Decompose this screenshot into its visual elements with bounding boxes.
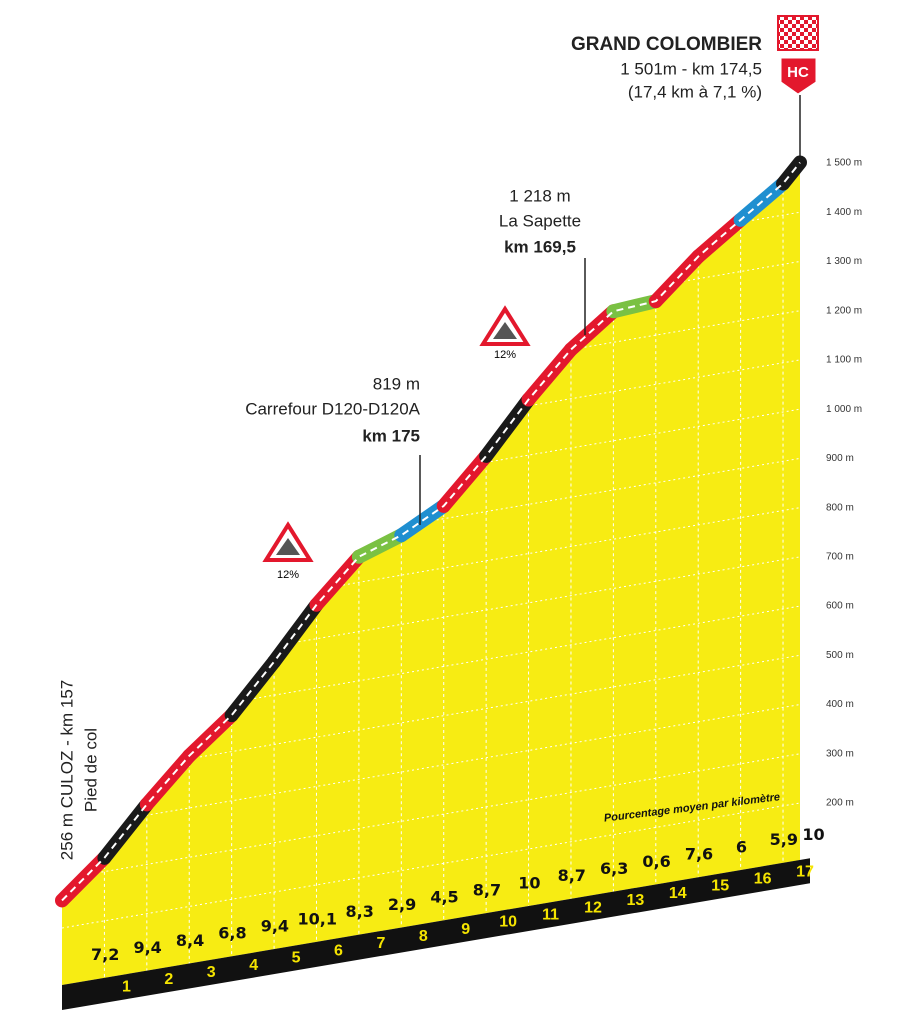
warning-icon xyxy=(276,538,300,555)
start-label: 256 m CULOZ - km 157 xyxy=(57,680,76,860)
km-label: 14 xyxy=(669,885,687,902)
annotation: km 169,5 xyxy=(504,237,576,256)
km-label: 9 xyxy=(461,921,470,938)
gradient-label: 10 xyxy=(802,825,824,844)
km-label: 7 xyxy=(376,935,385,952)
gradient-label: 9,4 xyxy=(261,916,289,935)
gradient-label: 10,1 xyxy=(298,909,337,928)
climb-title: GRAND COLOMBIER xyxy=(571,34,762,55)
warning-icon xyxy=(493,322,517,339)
km-label: 6 xyxy=(334,942,343,959)
y-tick-label: 1 000 m xyxy=(826,404,862,415)
gradient-label: 9,4 xyxy=(133,938,161,957)
climb-subtitle: (17,4 km à 7,1 %) xyxy=(628,82,762,101)
gradient-label: 2,9 xyxy=(388,895,416,914)
km-label: 3 xyxy=(207,964,216,981)
km-band xyxy=(62,858,810,1011)
gradient-label: 7,6 xyxy=(685,845,713,864)
km-label: 5 xyxy=(292,950,301,967)
start-label: Pied de col xyxy=(81,728,100,812)
y-tick-label: 300 m xyxy=(826,748,854,759)
category-badge xyxy=(780,57,817,95)
y-tick-label: 500 m xyxy=(826,650,854,661)
gradient-label: 6,8 xyxy=(218,924,246,943)
warning-label: 12% xyxy=(494,349,516,361)
gradient-segment xyxy=(97,797,154,865)
y-tick-label: 1 400 m xyxy=(826,207,862,218)
elevation-line xyxy=(61,161,801,902)
gradient-label: 6 xyxy=(736,837,747,856)
km-label: 10 xyxy=(499,914,517,931)
km-label: 12 xyxy=(584,899,602,916)
y-tick-label: 200 m xyxy=(826,798,854,809)
km-label: 1 xyxy=(122,978,131,995)
summit-flag xyxy=(777,15,819,51)
y-tick-label: 400 m xyxy=(826,699,854,710)
annotation: Carrefour D120-D120A xyxy=(245,399,420,418)
km-label: 2 xyxy=(164,971,173,988)
gradient-segment xyxy=(224,654,282,723)
y-tick-label: 1 200 m xyxy=(826,305,862,316)
y-tick-label: 700 m xyxy=(826,551,854,562)
annotation: 819 m xyxy=(373,374,420,393)
gradient-label: 4,5 xyxy=(430,888,458,907)
y-tick-label: 1 500 m xyxy=(826,158,862,169)
km-label: 11 xyxy=(542,906,559,923)
gradient-label: 0,6 xyxy=(642,852,670,871)
profile-layer: 200 m 300 m 400 m 500 m 600 m 700 m 800 m 900 m… xyxy=(55,95,862,1011)
km-label: 16 xyxy=(754,871,772,888)
annotation: 1 218 m xyxy=(509,186,570,205)
gradient-label: 8,7 xyxy=(558,866,586,885)
km-label: 13 xyxy=(626,892,644,909)
y-tick-label: 1 100 m xyxy=(826,355,862,366)
km-label: 17 xyxy=(796,863,814,880)
y-tick-label: 1 300 m xyxy=(826,256,862,267)
gradient-label: 8,3 xyxy=(346,902,374,921)
km-label: 4 xyxy=(249,957,258,974)
gradient-label: 6,3 xyxy=(600,859,628,878)
gradient-label: 8,7 xyxy=(473,881,501,900)
y-tick-label: 800 m xyxy=(826,502,854,513)
annotation: La Sapette xyxy=(499,211,581,230)
gradient-label: 10 xyxy=(518,873,540,892)
gradient-label: 7,2 xyxy=(91,945,119,964)
km-label: 8 xyxy=(419,928,428,945)
gradient-label: 5,9 xyxy=(770,830,798,849)
km-label: 15 xyxy=(711,878,729,895)
profile-area xyxy=(62,162,800,986)
climb-subtitle: 1 501m - km 174,5 xyxy=(620,59,762,78)
y-tick-label: 900 m xyxy=(826,453,854,464)
gradient-label: 8,4 xyxy=(176,931,204,950)
y-tick-label: 600 m xyxy=(826,601,854,612)
category-label: HC xyxy=(787,64,809,81)
warning-label: 12% xyxy=(277,569,299,581)
annotation: km 175 xyxy=(362,426,420,445)
